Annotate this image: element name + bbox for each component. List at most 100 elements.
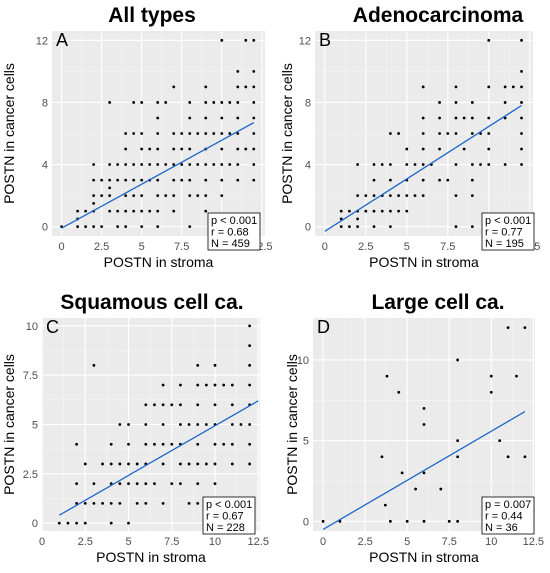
data-point xyxy=(388,178,392,182)
data-point xyxy=(172,132,176,135)
data-point xyxy=(397,209,400,213)
y-tick-label: 5 xyxy=(32,420,38,432)
data-point xyxy=(244,38,248,42)
x-tick-label: 7.5 xyxy=(440,241,455,253)
data-point xyxy=(462,147,466,151)
data-point xyxy=(204,163,208,166)
data-point xyxy=(421,163,425,166)
data-point xyxy=(75,482,79,486)
data-point xyxy=(252,132,256,135)
data-point xyxy=(156,178,160,182)
data-point xyxy=(144,423,148,426)
x-tick-label: 7.5 xyxy=(164,536,179,548)
y-tick-label: 0 xyxy=(305,222,311,234)
data-point xyxy=(487,38,491,42)
data-point xyxy=(196,383,200,387)
data-point xyxy=(421,116,425,120)
data-point xyxy=(489,390,493,394)
data-point xyxy=(380,455,384,459)
data-point xyxy=(144,482,148,486)
data-point xyxy=(172,163,176,166)
data-point xyxy=(212,101,216,104)
x-tick-label: 12.5 xyxy=(248,536,269,548)
data-point xyxy=(101,462,104,466)
data-point xyxy=(75,442,79,446)
data-point xyxy=(75,521,79,525)
data-point xyxy=(230,442,234,446)
data-point xyxy=(385,374,389,378)
data-point xyxy=(230,383,234,387)
data-point xyxy=(422,406,426,410)
data-point xyxy=(421,132,425,135)
data-point xyxy=(132,101,136,104)
data-point xyxy=(179,403,182,407)
data-point xyxy=(140,101,144,104)
data-point xyxy=(413,163,417,166)
data-point xyxy=(400,471,404,475)
data-point xyxy=(520,116,523,120)
data-point xyxy=(421,178,425,182)
data-point xyxy=(156,101,160,104)
data-point xyxy=(92,163,96,166)
data-point xyxy=(388,209,392,213)
data-point xyxy=(222,383,226,387)
data-point xyxy=(148,209,152,213)
data-point xyxy=(57,521,61,525)
data-point xyxy=(213,442,217,446)
data-point xyxy=(109,521,113,525)
y-tick-label: 4 xyxy=(42,160,48,172)
x-tick-label: 2.5 xyxy=(357,536,372,548)
data-point xyxy=(135,501,139,505)
data-point xyxy=(489,374,493,378)
data-point xyxy=(140,132,144,135)
data-point xyxy=(100,178,104,182)
x-tick-label: 2.5 xyxy=(358,241,373,253)
data-point xyxy=(421,147,425,151)
data-point xyxy=(180,132,184,135)
data-point xyxy=(187,462,191,466)
data-point xyxy=(188,178,192,182)
data-point xyxy=(188,194,192,198)
data-point xyxy=(421,194,425,198)
data-point xyxy=(454,163,458,166)
data-point xyxy=(153,482,156,486)
data-point xyxy=(204,101,208,104)
data-point xyxy=(236,116,240,120)
data-point xyxy=(439,487,443,491)
panel-label: D xyxy=(317,317,330,337)
panel-title: Squamous cell ca. xyxy=(60,291,243,314)
stats-box-frame xyxy=(202,496,256,535)
data-point xyxy=(248,383,252,387)
data-point xyxy=(220,38,224,42)
data-point xyxy=(405,519,409,523)
regression-line xyxy=(61,122,255,229)
panel-title: Large cell ca. xyxy=(371,291,504,314)
data-point xyxy=(422,423,426,426)
data-point xyxy=(252,38,256,42)
data-point xyxy=(132,163,136,166)
data-point xyxy=(140,163,144,166)
data-point xyxy=(454,101,458,104)
data-point xyxy=(456,519,460,523)
data-point xyxy=(109,462,113,466)
data-point xyxy=(470,225,474,229)
data-point xyxy=(204,462,208,466)
data-point xyxy=(383,503,387,507)
data-point xyxy=(236,178,240,182)
data-point xyxy=(348,225,351,229)
data-point xyxy=(364,209,368,213)
data-point xyxy=(124,132,128,135)
data-point xyxy=(236,85,240,89)
data-point xyxy=(196,462,200,466)
data-point xyxy=(520,85,523,89)
data-point xyxy=(454,132,458,135)
data-point xyxy=(220,147,224,151)
y-tick-label: 0 xyxy=(303,516,309,528)
data-point xyxy=(438,132,441,135)
data-point xyxy=(248,423,252,426)
data-point xyxy=(179,482,182,486)
data-point xyxy=(422,471,426,475)
